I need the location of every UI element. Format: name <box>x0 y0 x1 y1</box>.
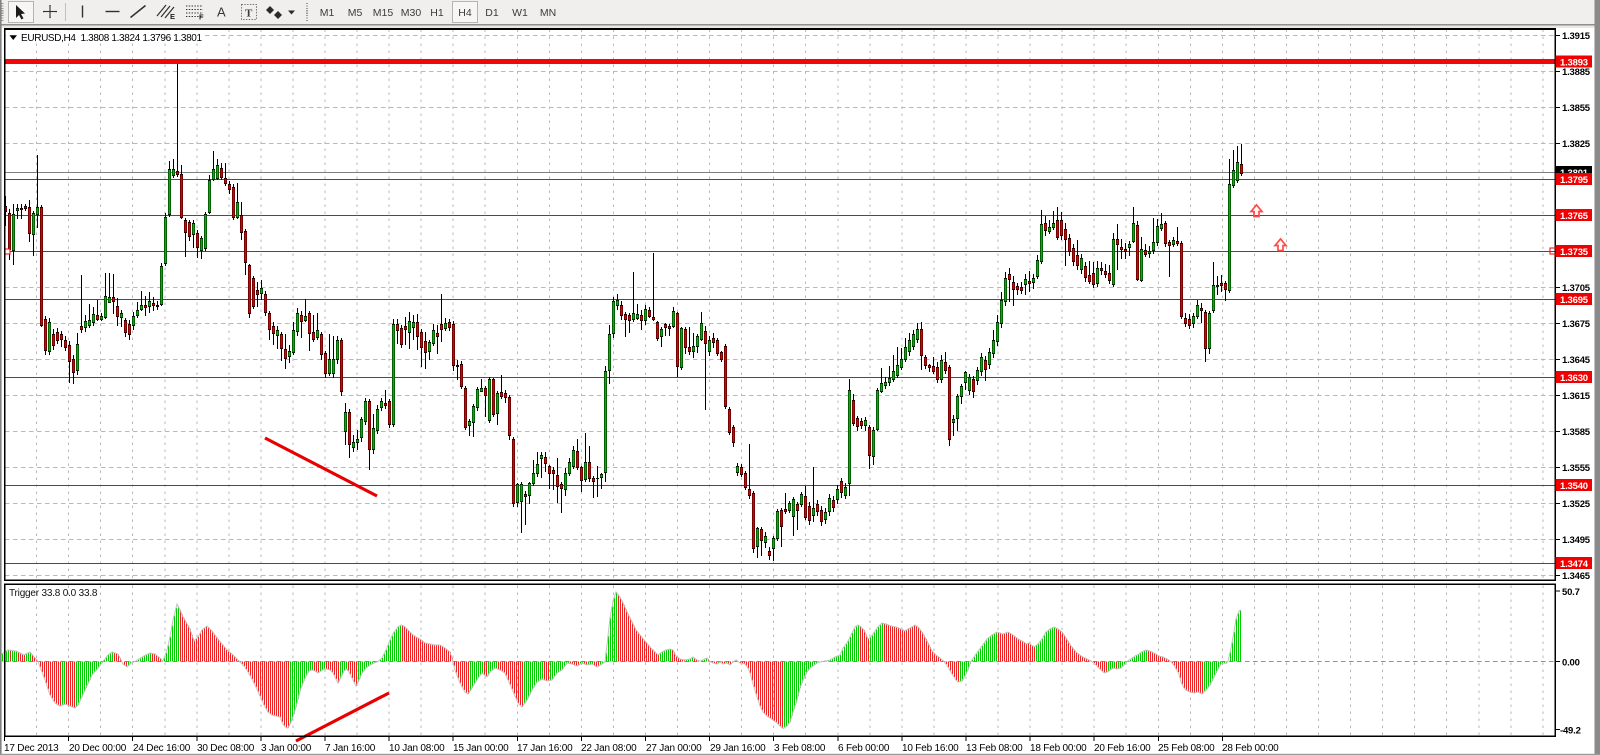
svg-text:7 Jan 16:00: 7 Jan 16:00 <box>325 743 376 754</box>
svg-text:3 Feb 08:00: 3 Feb 08:00 <box>774 743 826 754</box>
svg-text:28 Feb 00:00: 28 Feb 00:00 <box>1222 743 1279 754</box>
svg-text:1.3585: 1.3585 <box>1562 427 1591 438</box>
svg-text:30 Dec 08:00: 30 Dec 08:00 <box>197 743 255 754</box>
svg-text:MN: MN <box>540 7 556 19</box>
svg-text:1.3615: 1.3615 <box>1562 391 1591 402</box>
svg-text:1.3893: 1.3893 <box>1560 58 1588 69</box>
svg-text:1.3765: 1.3765 <box>1560 211 1589 222</box>
svg-text:1.3555: 1.3555 <box>1562 463 1591 474</box>
svg-text:H4: H4 <box>458 7 472 19</box>
svg-text:1.3630: 1.3630 <box>1560 373 1588 384</box>
svg-text:A: A <box>217 5 226 20</box>
svg-text:18 Feb 00:00: 18 Feb 00:00 <box>1030 743 1087 754</box>
svg-text:W1: W1 <box>512 7 528 19</box>
svg-text:1.3705: 1.3705 <box>1562 283 1591 294</box>
svg-text:27 Jan 00:00: 27 Jan 00:00 <box>646 743 702 754</box>
svg-text:22 Jan 08:00: 22 Jan 08:00 <box>581 743 637 754</box>
svg-text:1.3465: 1.3465 <box>1562 571 1591 582</box>
svg-text:Trigger 33.8 0.0 33.8: Trigger 33.8 0.0 33.8 <box>9 588 98 599</box>
svg-text:1.3825: 1.3825 <box>1562 139 1591 150</box>
svg-text:3 Jan 00:00: 3 Jan 00:00 <box>261 743 312 754</box>
svg-text:M30: M30 <box>401 7 422 19</box>
svg-text:1.3474: 1.3474 <box>1560 559 1589 570</box>
svg-text:M1: M1 <box>320 7 335 19</box>
svg-text:20 Feb 16:00: 20 Feb 16:00 <box>1094 743 1151 754</box>
svg-text:15 Jan 00:00: 15 Jan 00:00 <box>453 743 509 754</box>
svg-text:T: T <box>245 8 253 20</box>
svg-text:E: E <box>170 12 175 21</box>
svg-text:-49.2: -49.2 <box>1560 726 1581 737</box>
svg-text:50.7: 50.7 <box>1562 587 1580 598</box>
svg-text:1.3525: 1.3525 <box>1562 499 1591 510</box>
svg-text:M15: M15 <box>373 7 394 19</box>
svg-text:1.3540: 1.3540 <box>1560 481 1588 492</box>
svg-text:17 Jan 16:00: 17 Jan 16:00 <box>517 743 573 754</box>
svg-text:13 Feb 08:00: 13 Feb 08:00 <box>966 743 1023 754</box>
svg-text:1.3645: 1.3645 <box>1562 355 1591 366</box>
svg-text:1.3495: 1.3495 <box>1562 535 1591 546</box>
svg-text:25 Feb 08:00: 25 Feb 08:00 <box>1158 743 1215 754</box>
svg-text:1.3735: 1.3735 <box>1560 247 1589 258</box>
svg-text:10 Jan 08:00: 10 Jan 08:00 <box>389 743 445 754</box>
svg-text:1.3675: 1.3675 <box>1562 319 1591 330</box>
svg-text:17 Dec 2013: 17 Dec 2013 <box>4 743 59 754</box>
svg-text:1.3695: 1.3695 <box>1560 295 1589 306</box>
svg-text:6 Feb 00:00: 6 Feb 00:00 <box>838 743 890 754</box>
svg-text:0.00: 0.00 <box>1562 658 1580 669</box>
svg-text:D1: D1 <box>485 7 499 19</box>
svg-text:1.3915: 1.3915 <box>1562 31 1591 42</box>
svg-text:1.3855: 1.3855 <box>1562 103 1591 114</box>
svg-text:24 Dec 16:00: 24 Dec 16:00 <box>133 743 191 754</box>
svg-text:29 Jan 16:00: 29 Jan 16:00 <box>710 743 766 754</box>
svg-text:M5: M5 <box>348 7 363 19</box>
svg-text:EURUSD,H4 1.3808 1.3824 1.379: EURUSD,H4 1.3808 1.3824 1.3796 1.3801 <box>21 33 203 44</box>
svg-text:F: F <box>199 13 204 22</box>
svg-text:10 Feb 16:00: 10 Feb 16:00 <box>902 743 959 754</box>
svg-text:H1: H1 <box>430 7 444 19</box>
svg-text:20 Dec 00:00: 20 Dec 00:00 <box>69 743 127 754</box>
svg-text:1.3795: 1.3795 <box>1560 175 1589 186</box>
svg-text:1.3885: 1.3885 <box>1562 67 1591 78</box>
